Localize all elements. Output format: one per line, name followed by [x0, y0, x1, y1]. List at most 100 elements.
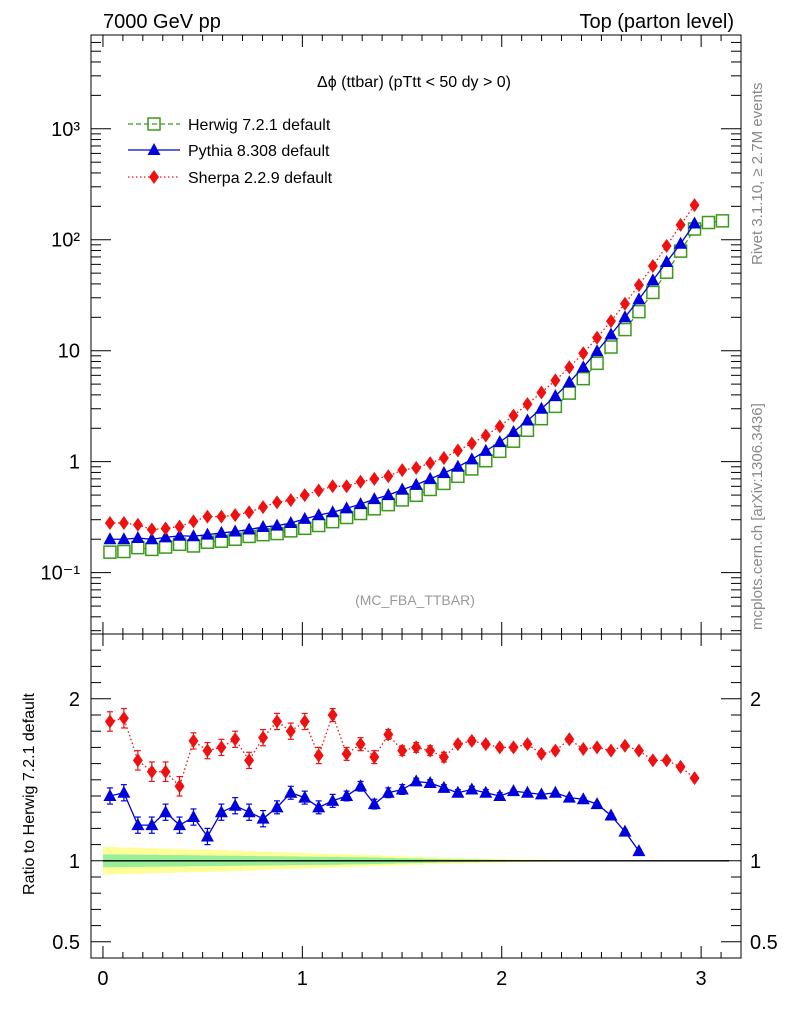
ratio-point-pythia [270, 800, 284, 813]
ratio-point-sherpa [202, 743, 213, 758]
ratio-point-pythia [145, 818, 159, 831]
main-point-herwig [590, 356, 604, 371]
ratio-point-sherpa [592, 740, 603, 755]
ratio-point-sherpa [341, 746, 352, 761]
ratio-point-pythia [103, 789, 117, 801]
main-point-sherpa [633, 278, 644, 293]
main-point-herwig [367, 502, 382, 516]
main-point-herwig [479, 453, 493, 468]
main-point-sherpa [272, 495, 283, 510]
ratio-point-sherpa [188, 733, 199, 748]
ratio-point-pythia [632, 844, 646, 857]
main-point-herwig [381, 497, 396, 512]
main-point-sherpa [118, 516, 129, 531]
main-point-pythia [590, 344, 604, 357]
ratio-point-pythia [173, 818, 187, 831]
legend-herwig-marker [147, 117, 161, 131]
main-point-pythia [479, 443, 493, 456]
ratio-point-pythia [159, 805, 173, 818]
main-point-herwig [423, 482, 437, 497]
main-point-pythia [103, 532, 117, 545]
main-point-herwig [604, 340, 618, 354]
ratio-point-sherpa [452, 737, 463, 752]
main-point-herwig [465, 462, 479, 476]
ratio-point-sherpa [494, 740, 505, 755]
main-point-herwig [562, 386, 577, 400]
y-tick-label: 10 [58, 341, 80, 363]
ratio-point-sherpa [633, 743, 644, 758]
main-point-sherpa [355, 474, 366, 489]
main-point-pythia [451, 459, 465, 472]
main-point-sherpa [285, 493, 296, 508]
legend-entry-pythia: Pythia 8.308 default [128, 143, 330, 160]
main-point-herwig [437, 476, 451, 491]
y-tick-label: 10² [51, 230, 80, 252]
main-point-pythia [395, 482, 409, 495]
ratio-point-sherpa [299, 714, 310, 729]
ratio-y-tick-label-left: 1 [69, 851, 80, 873]
ratio-y-tick-label-left: 2 [69, 689, 80, 711]
main-point-herwig [325, 514, 340, 529]
ratio-point-sherpa [508, 740, 519, 755]
ratio-point-sherpa [647, 753, 658, 768]
main-point-pythia [159, 530, 173, 543]
ratio-point-sherpa [272, 714, 283, 729]
main-point-herwig [715, 214, 730, 228]
ratio-point-pythia [298, 790, 312, 803]
main-point-pythia [131, 531, 145, 544]
main-point-sherpa [258, 500, 269, 515]
ratio-point-pythia [326, 793, 340, 806]
y-tick-label: 10³ [51, 119, 80, 141]
ratio-point-pythia [186, 810, 200, 823]
ratio-point-pythia [423, 776, 437, 789]
main-point-pythia [270, 518, 284, 531]
main-point-sherpa [244, 505, 255, 520]
legend-entry-sherpa: Sherpa 2.2.9 default [128, 170, 333, 187]
main-point-herwig [534, 411, 549, 426]
main-point-sherpa [313, 483, 324, 498]
main-point-sherpa [647, 258, 658, 273]
main-point-sherpa [425, 456, 436, 471]
main-point-pythia [186, 529, 200, 542]
ratio-point-pythia [131, 818, 145, 831]
main-point-pythia [632, 292, 646, 305]
mcplots-label: mcplots.cern.ch [arXiv:1306.3436] [749, 403, 766, 630]
main-point-pythia [646, 273, 660, 286]
main-point-sherpa [578, 346, 589, 361]
main-point-herwig [186, 539, 201, 553]
ratio-point-pythia [548, 785, 562, 798]
ratio-point-sherpa [425, 743, 436, 758]
ratio-point-sherpa [397, 743, 408, 758]
main-point-pythia [117, 532, 131, 545]
ratio-y-tick-label-left: 0.5 [52, 932, 80, 954]
ratio-point-pythia [604, 808, 618, 821]
main-point-sherpa [606, 314, 616, 329]
legend-pythia-label: Pythia 8.308 default [188, 143, 330, 160]
ratio-y-tick-label-right: 2 [750, 689, 761, 711]
ratio-point-sherpa [619, 738, 630, 753]
ratio-point-pythia [395, 782, 409, 795]
main-point-sherpa [299, 488, 310, 503]
main-point-sherpa [104, 516, 115, 531]
ratio-point-sherpa [216, 740, 227, 755]
legend-pythia-marker [147, 143, 161, 155]
main-point-sherpa [536, 385, 547, 400]
ratio-point-sherpa [438, 750, 449, 765]
main-point-pythia [214, 525, 228, 538]
ratio-point-pythia [507, 784, 520, 797]
y-tick-label: 1 [69, 452, 80, 474]
main-point-pythia [548, 389, 562, 402]
main-point-pythia [284, 516, 298, 529]
ratio-point-sherpa [675, 759, 686, 774]
ratio-point-pythia [409, 774, 423, 787]
x-tick-label: 1 [297, 968, 308, 990]
main-point-pythia [534, 401, 548, 414]
ratio-point-pythia [534, 787, 548, 800]
main-point-sherpa [411, 460, 422, 475]
ratio-point-pythia [590, 797, 604, 810]
main-point-herwig [632, 304, 646, 319]
ratio-point-sherpa [118, 711, 129, 726]
ratio-point-sherpa [244, 753, 255, 768]
ratio-point-sherpa [174, 779, 185, 794]
main-point-sherpa [466, 436, 477, 451]
